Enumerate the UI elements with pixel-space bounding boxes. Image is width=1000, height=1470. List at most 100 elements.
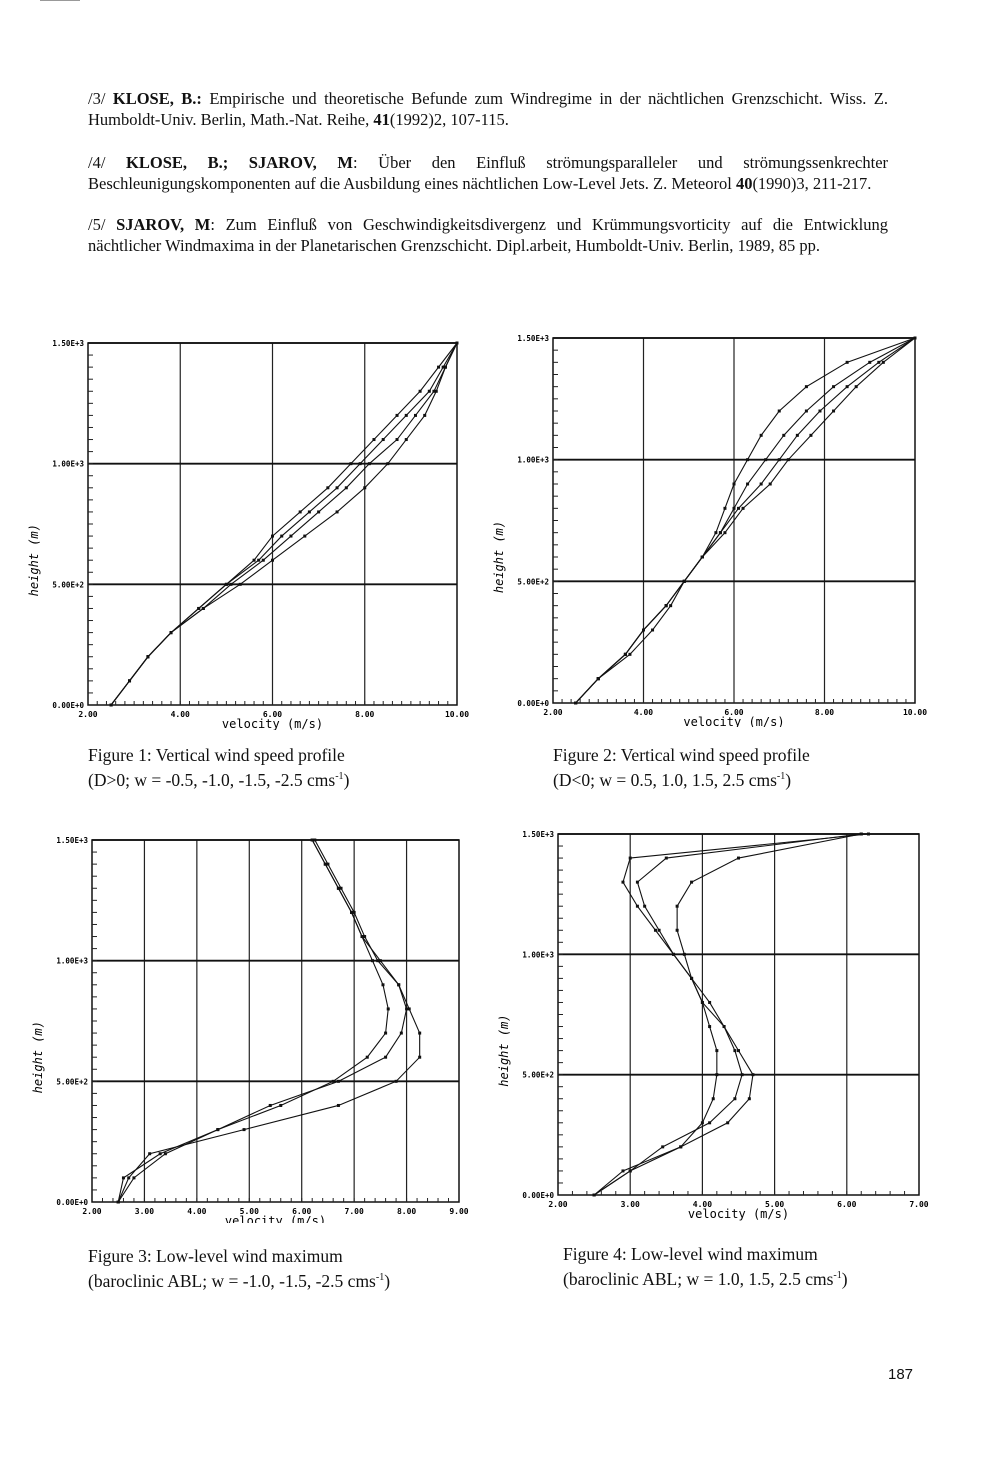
- data-point: [443, 365, 447, 369]
- data-point: [635, 904, 639, 908]
- data-point: [109, 703, 113, 707]
- y-tick-label: 1.50E+3: [56, 836, 88, 845]
- data-point: [708, 1025, 712, 1029]
- data-point: [344, 486, 348, 490]
- data-point: [418, 1055, 422, 1059]
- data-point: [127, 1176, 131, 1180]
- caption-params: (baroclinic ABL; w = 1.0, 1.5, 2.5 cms-1…: [563, 1265, 848, 1290]
- data-point: [158, 1152, 162, 1156]
- x-axis-label: velocity (m/s): [222, 717, 323, 730]
- data-point: [711, 1097, 715, 1101]
- data-point: [653, 928, 657, 932]
- figure-2-caption: Figure 2: Vertical wind speed profile (D…: [553, 745, 810, 791]
- data-point: [229, 582, 233, 586]
- data-point: [809, 433, 813, 437]
- data-point: [339, 886, 343, 890]
- reference-text: : Zum Einfluß von Geschwindigkeitsdiverg…: [88, 215, 888, 255]
- data-point: [628, 1169, 632, 1173]
- reference-label: /4/: [88, 153, 106, 172]
- series-line-3: [575, 337, 916, 704]
- data-point: [423, 413, 427, 417]
- data-point: [326, 486, 330, 490]
- y-tick-label: 0.00E+0: [517, 699, 549, 708]
- series-line-1: [575, 337, 916, 704]
- data-point: [635, 880, 639, 884]
- data-point: [733, 1097, 737, 1101]
- data-point: [372, 438, 376, 442]
- data-point: [407, 1007, 411, 1011]
- reference-text: : Über den Einfluß strömungsparalleler u…: [88, 153, 889, 193]
- data-point: [866, 832, 870, 836]
- data-point: [845, 360, 849, 364]
- x-tick-label: 6.00: [263, 710, 282, 719]
- y-axis-label: height (m): [27, 524, 41, 596]
- data-point: [854, 385, 858, 389]
- data-point: [404, 438, 408, 442]
- data-point: [336, 886, 340, 890]
- data-point: [715, 1049, 719, 1053]
- x-tick-label: 8.00: [397, 1207, 416, 1216]
- data-point: [437, 365, 441, 369]
- data-point: [394, 1079, 398, 1083]
- data-point: [672, 952, 676, 956]
- data-point: [163, 1152, 167, 1156]
- reference-5: /5/ SJAROV, M: Zum Einfluß von Geschwind…: [88, 214, 888, 256]
- caption-params: (D>0; w = -0.5, -1.0, -1.5, -2.5 cms-1): [88, 766, 349, 791]
- data-point: [146, 655, 150, 659]
- data-point: [132, 1176, 136, 1180]
- y-tick-label: 5.00E+2: [517, 577, 549, 586]
- data-point: [718, 531, 722, 535]
- caption-sup: -1: [833, 1270, 842, 1281]
- series-line-2: [593, 833, 862, 1196]
- data-point: [386, 462, 390, 466]
- caption-params: (D<0; w = 0.5, 1.0, 1.5, 2.5 cms-1): [553, 766, 810, 791]
- data-point: [628, 652, 632, 656]
- data-point: [360, 935, 364, 939]
- figure-3-caption: Figure 3: Low-level wind maximum (barocl…: [88, 1246, 390, 1292]
- figure-2-chart: 2.00 4.00 6.00 8.00 10.00 0.00E+0 5.00E+2 1.00E…: [492, 334, 927, 727]
- x-tick-label: 8.00: [355, 710, 374, 719]
- data-point: [675, 904, 679, 908]
- data-point: [201, 606, 205, 610]
- series-line-0: [593, 833, 869, 1196]
- data-point: [726, 1121, 730, 1125]
- data-point: [733, 1049, 737, 1053]
- x-tick-label: 8.00: [815, 708, 834, 717]
- series-line-3: [110, 342, 458, 706]
- caption-title: Figure 4: Low-level wind maximum: [563, 1244, 818, 1264]
- data-point: [818, 409, 822, 413]
- y-tick-label: 1.00E+3: [517, 456, 549, 465]
- data-point: [427, 389, 431, 393]
- caption-text: (baroclinic ABL; w = 1.0, 1.5, 2.5 cms: [563, 1268, 834, 1289]
- reference-text: Empirische und theoretische Befunde zum …: [88, 89, 889, 129]
- data-point: [642, 628, 645, 632]
- data-point: [804, 385, 808, 389]
- reference-author: SJAROV, M: [116, 215, 211, 234]
- page-number: 187: [888, 1366, 914, 1383]
- data-point: [682, 579, 686, 583]
- data-point: [592, 1193, 596, 1197]
- scan-edge-line: [40, 0, 80, 1]
- caption-title: Figure 3: Low-level wind maximum: [88, 1246, 343, 1266]
- x-tick-label: 7.00: [909, 1200, 928, 1209]
- data-point: [441, 365, 445, 369]
- data-point: [715, 1073, 719, 1077]
- data-point: [795, 433, 799, 437]
- series-line-2: [110, 342, 458, 706]
- data-point: [148, 1152, 152, 1156]
- data-point: [804, 409, 808, 413]
- figure-3-chart: 2.00 3.00 4.00 5.00 6.00 7.00 8.00 9.00 0.00E+0 5…: [31, 836, 469, 1223]
- caption-text: ): [384, 1270, 391, 1291]
- series-line-0: [117, 839, 389, 1203]
- data-point: [714, 531, 718, 535]
- y-tick-label: 1.50E+3: [52, 339, 84, 348]
- data-point: [216, 1128, 220, 1132]
- data-point: [740, 1073, 744, 1077]
- series-line-0: [575, 337, 916, 704]
- caption-sup: -1: [335, 771, 344, 782]
- series-line-1: [593, 833, 862, 1196]
- data-point: [381, 438, 385, 442]
- caption-text: (D>0; w = -0.5, -1.0, -1.5, -2.5 cms: [88, 769, 336, 790]
- data-point: [378, 959, 382, 963]
